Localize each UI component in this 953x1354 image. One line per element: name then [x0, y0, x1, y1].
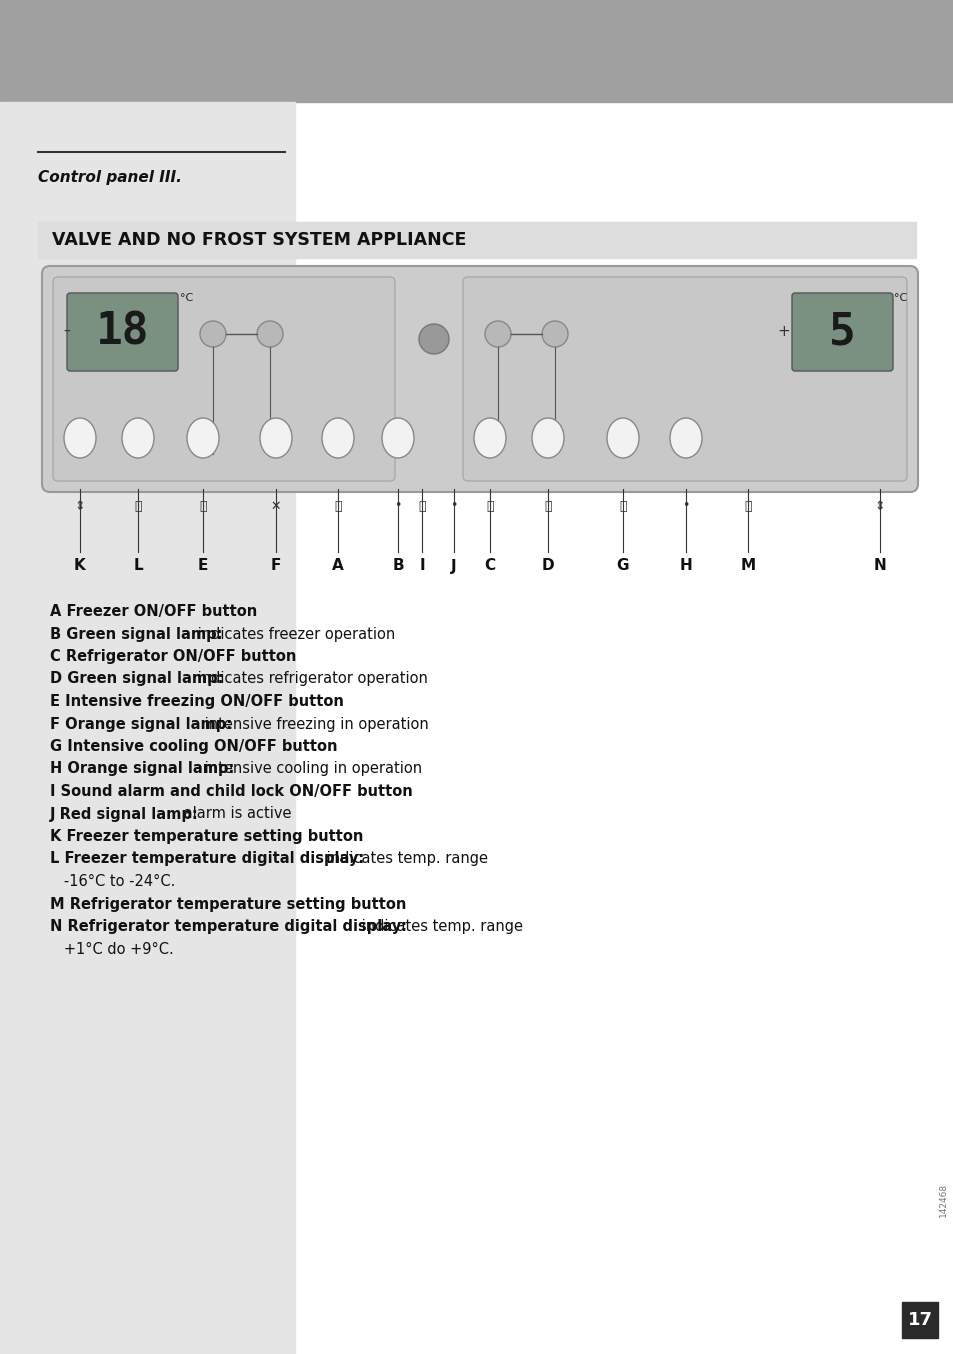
FancyBboxPatch shape	[791, 292, 892, 371]
Text: VALVE AND NO FROST SYSTEM APPLIANCE: VALVE AND NO FROST SYSTEM APPLIANCE	[52, 232, 466, 249]
Ellipse shape	[669, 418, 701, 458]
Text: indicates freezer operation: indicates freezer operation	[193, 627, 395, 642]
Text: J Red signal lamp:: J Red signal lamp:	[50, 807, 198, 822]
Text: N: N	[873, 558, 885, 574]
Text: ⇕: ⇕	[874, 500, 884, 513]
Text: H: H	[679, 558, 692, 574]
Text: •: •	[394, 500, 401, 513]
Text: ⚾: ⚾	[134, 500, 142, 513]
Text: indicates temp. range: indicates temp. range	[357, 919, 523, 934]
Text: ⏻: ⏻	[618, 500, 626, 513]
Text: K Freezer temperature setting button: K Freezer temperature setting button	[50, 829, 363, 844]
Text: alarm is active: alarm is active	[178, 807, 291, 822]
Text: 5: 5	[828, 310, 855, 353]
Circle shape	[541, 321, 567, 347]
Text: E: E	[197, 558, 208, 574]
Circle shape	[484, 321, 511, 347]
Text: ⇕: ⇕	[74, 500, 85, 513]
Text: ✕: ✕	[271, 500, 281, 513]
Text: intensive cooling in operation: intensive cooling in operation	[200, 761, 422, 776]
Ellipse shape	[606, 418, 639, 458]
Text: J: J	[451, 558, 456, 574]
Text: G Intensive cooling ON/OFF button: G Intensive cooling ON/OFF button	[50, 739, 337, 754]
Text: D: D	[541, 558, 554, 574]
Text: 17: 17	[906, 1311, 931, 1330]
Text: L: L	[133, 558, 143, 574]
Text: H Orange signal lamp:: H Orange signal lamp:	[50, 761, 234, 776]
Text: indicates refrigerator operation: indicates refrigerator operation	[193, 672, 428, 686]
Text: F: F	[271, 558, 281, 574]
FancyBboxPatch shape	[67, 292, 178, 371]
Text: C Refrigerator ON/OFF button: C Refrigerator ON/OFF button	[50, 649, 296, 663]
Text: K: K	[74, 558, 86, 574]
Text: M: M	[740, 558, 755, 574]
Text: M Refrigerator temperature setting button: M Refrigerator temperature setting butto…	[50, 896, 406, 911]
Text: –: –	[63, 325, 70, 338]
Text: intensive freezing in operation: intensive freezing in operation	[200, 716, 429, 731]
Bar	[38, 222, 915, 259]
Text: I Sound alarm and child lock ON/OFF button: I Sound alarm and child lock ON/OFF butt…	[50, 784, 413, 799]
Text: indicates temp. range: indicates temp. range	[321, 852, 487, 867]
FancyBboxPatch shape	[42, 265, 917, 492]
Text: 18: 18	[95, 310, 149, 353]
Text: A Freezer ON/OFF button: A Freezer ON/OFF button	[50, 604, 257, 619]
Text: °C: °C	[893, 292, 906, 303]
Bar	[0, 0, 953, 102]
Text: 142468: 142468	[938, 1183, 946, 1217]
Text: B: B	[392, 558, 403, 574]
Text: E Intensive freezing ON/OFF button: E Intensive freezing ON/OFF button	[50, 695, 343, 709]
Text: C: C	[484, 558, 495, 574]
Text: +: +	[776, 325, 789, 340]
Text: ⏻: ⏻	[199, 500, 207, 513]
Text: •: •	[681, 500, 689, 513]
Circle shape	[200, 321, 226, 347]
Text: D Green signal lamp:: D Green signal lamp:	[50, 672, 223, 686]
Text: -16°C to -24°C.: -16°C to -24°C.	[50, 873, 175, 890]
Ellipse shape	[532, 418, 563, 458]
Text: ⚺: ⚺	[543, 500, 551, 513]
Ellipse shape	[187, 418, 219, 458]
Text: N Refrigerator temperature digital display:: N Refrigerator temperature digital displ…	[50, 919, 407, 934]
Bar	[901, 1303, 937, 1338]
Text: B Green signal lamp:: B Green signal lamp:	[50, 627, 222, 642]
Circle shape	[418, 324, 449, 353]
Text: F Orange signal lamp:: F Orange signal lamp:	[50, 716, 232, 731]
Text: A: A	[332, 558, 343, 574]
Circle shape	[256, 321, 283, 347]
Text: Control panel III.: Control panel III.	[38, 171, 182, 185]
Text: G: G	[616, 558, 629, 574]
Text: +1°C do +9°C.: +1°C do +9°C.	[50, 941, 173, 956]
Bar	[0, 102, 294, 1354]
Text: ⏻: ⏻	[417, 500, 425, 513]
Text: °C: °C	[180, 292, 193, 303]
Ellipse shape	[322, 418, 354, 458]
FancyBboxPatch shape	[53, 278, 395, 481]
Ellipse shape	[474, 418, 505, 458]
Ellipse shape	[64, 418, 96, 458]
Text: L Freezer temperature digital display:: L Freezer temperature digital display:	[50, 852, 364, 867]
Text: ⚺: ⚺	[743, 500, 751, 513]
Ellipse shape	[260, 418, 292, 458]
Ellipse shape	[381, 418, 414, 458]
Text: ⏻: ⏻	[334, 500, 341, 513]
Text: ⏻: ⏻	[486, 500, 494, 513]
Ellipse shape	[122, 418, 153, 458]
Text: I: I	[418, 558, 424, 574]
Text: •: •	[450, 500, 457, 513]
FancyBboxPatch shape	[462, 278, 906, 481]
